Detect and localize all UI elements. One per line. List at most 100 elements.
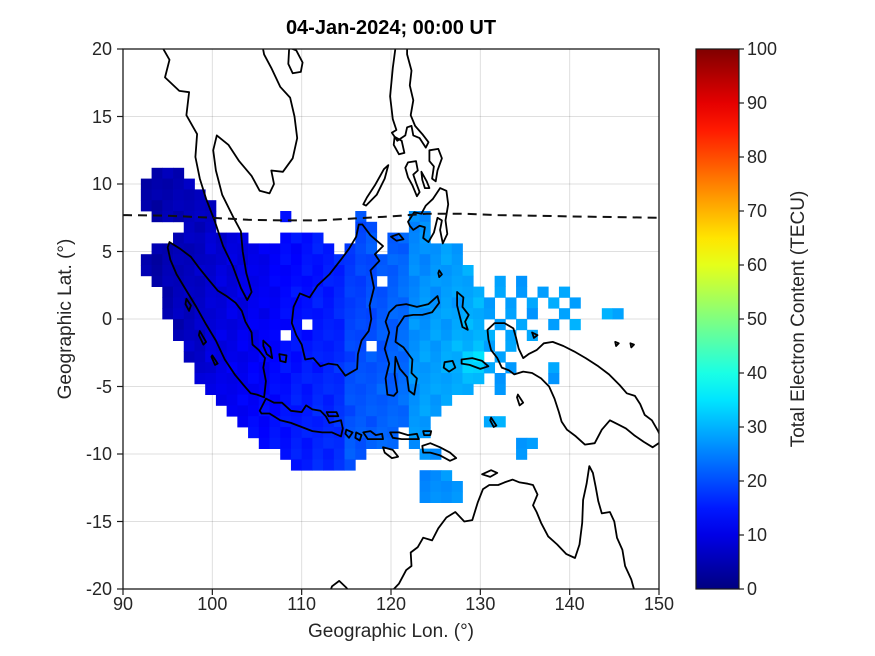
tec-cell	[365, 383, 378, 395]
tec-cell	[419, 373, 431, 385]
tec-cell	[312, 265, 324, 277]
coastline	[614, 340, 620, 347]
y-tick-label: 0	[101, 309, 112, 329]
tec-cell	[387, 405, 399, 417]
tec-cell	[269, 265, 281, 277]
y-tick-label: -15	[85, 511, 112, 532]
tec-cell	[280, 405, 292, 417]
tec-cell	[408, 394, 420, 406]
tec-cell	[290, 340, 303, 352]
colorbar-tick-label: 100	[747, 39, 778, 59]
tec-cell	[344, 362, 356, 374]
tec-cell	[419, 265, 431, 277]
tec-cell	[441, 329, 453, 341]
tec-cell	[237, 329, 249, 341]
tec-cell	[473, 373, 485, 385]
tec-cell	[269, 308, 281, 320]
colorbar-tick-label: 20	[747, 471, 768, 491]
tec-cell	[494, 351, 506, 363]
tec-cell	[151, 189, 163, 201]
tec-cell	[248, 319, 260, 331]
tick-marks	[117, 48, 660, 595]
tec-cell	[419, 481, 431, 493]
tec-cell	[344, 265, 356, 277]
tec-cell	[323, 297, 335, 309]
tec-cell	[419, 275, 431, 287]
tec-cell	[301, 394, 313, 406]
tec-cell	[205, 265, 217, 277]
tec-cell	[494, 319, 506, 331]
tec-cell	[215, 275, 228, 287]
tec-cell	[237, 373, 249, 385]
tec-cell	[280, 308, 292, 320]
tec-cell	[280, 394, 292, 406]
tec-cell	[312, 254, 324, 266]
tec-cell	[344, 448, 356, 460]
tec-cell	[162, 254, 174, 266]
coastline	[486, 322, 659, 449]
coastline	[531, 331, 539, 339]
tec-cell	[387, 308, 399, 320]
tec-cell	[441, 481, 453, 493]
tec-cell	[205, 362, 217, 374]
tec-cell	[365, 265, 378, 277]
tec-cell	[140, 254, 152, 266]
tec-cell	[237, 275, 249, 287]
tec-cell	[419, 243, 431, 255]
tec-cell	[290, 427, 303, 439]
tec-cell	[290, 383, 303, 395]
tec-cell	[183, 275, 195, 287]
tec-cell	[323, 275, 335, 287]
tec-cell	[344, 394, 356, 406]
tec-cell	[494, 416, 506, 428]
x-tick-label: 130	[465, 594, 496, 614]
tec-cell	[376, 351, 388, 363]
tec-cell	[451, 243, 463, 255]
tec-cell	[237, 340, 249, 352]
tec-cell	[248, 427, 260, 439]
tec-cell	[290, 373, 303, 385]
tec-cell	[226, 351, 238, 363]
tec-cell	[205, 254, 217, 266]
tec-cell	[151, 178, 163, 190]
tec-cell	[323, 286, 335, 298]
tec-cell	[312, 329, 324, 341]
tec-cell	[194, 351, 206, 363]
tec-cell	[194, 221, 206, 233]
tec-cell	[237, 265, 249, 277]
tec-cell	[215, 232, 228, 244]
tec-cell	[173, 243, 185, 255]
tec-cell	[430, 265, 442, 277]
tec-cell	[215, 254, 228, 266]
tec-cell	[376, 340, 388, 352]
coastline	[162, 49, 299, 302]
tec-cell	[290, 286, 303, 298]
tec-cell	[398, 373, 410, 385]
tec-cell	[312, 437, 324, 449]
tec-cell	[387, 254, 399, 266]
tec-cell	[601, 308, 613, 320]
tec-cell	[301, 308, 313, 320]
tec-cell	[355, 383, 367, 395]
tec-cell	[355, 211, 367, 223]
tec-cell	[333, 427, 345, 439]
tec-cell	[333, 297, 345, 309]
colorbar-tick-label: 70	[747, 201, 768, 221]
tec-cell	[269, 351, 281, 363]
tec-cell	[301, 405, 313, 417]
x-tick-label: 110	[287, 594, 316, 614]
coastline	[489, 416, 498, 428]
tec-cell	[333, 405, 345, 417]
tec-cell	[430, 373, 442, 385]
tec-cell	[494, 275, 506, 287]
tec-cell	[301, 243, 313, 255]
tec-cell	[226, 362, 238, 374]
tec-cell	[408, 427, 420, 439]
tec-cell	[344, 319, 356, 331]
coastline	[404, 160, 421, 198]
tec-cell	[344, 405, 356, 417]
coastlines-layer	[162, 49, 659, 589]
tec-cell	[183, 232, 195, 244]
